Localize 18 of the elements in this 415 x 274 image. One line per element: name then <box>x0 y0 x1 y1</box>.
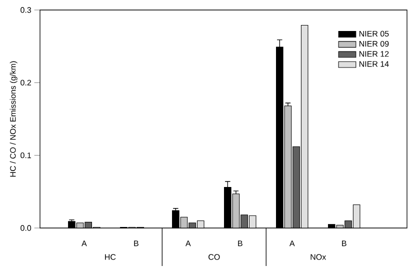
y-tick-label: 0.0 <box>20 225 32 231</box>
legend-label: NIER 05 <box>359 30 389 37</box>
x-tick-label: B <box>134 240 138 246</box>
y-tick-label: 0.3 <box>20 7 32 13</box>
text: HC <box>105 254 116 260</box>
text: CO <box>208 254 220 260</box>
legend-label: NIER 09 <box>359 40 389 47</box>
x-tick-label: B <box>238 240 242 246</box>
x-tick-label: A <box>289 240 295 246</box>
x-tick-label: A <box>186 240 191 246</box>
y-tick-label: 0.1 <box>20 152 31 158</box>
y-axis-title: HC / CO / NOx Emissions (g/km) <box>10 61 18 177</box>
legend-label: NIER 12 <box>359 51 389 57</box>
x-tick-label: B <box>342 240 346 246</box>
text: NOx <box>310 254 326 260</box>
y-tick-label: 0.2 <box>20 80 31 86</box>
x-tick-label: A <box>82 240 87 246</box>
legend-label: NIER 14 <box>359 61 389 67</box>
